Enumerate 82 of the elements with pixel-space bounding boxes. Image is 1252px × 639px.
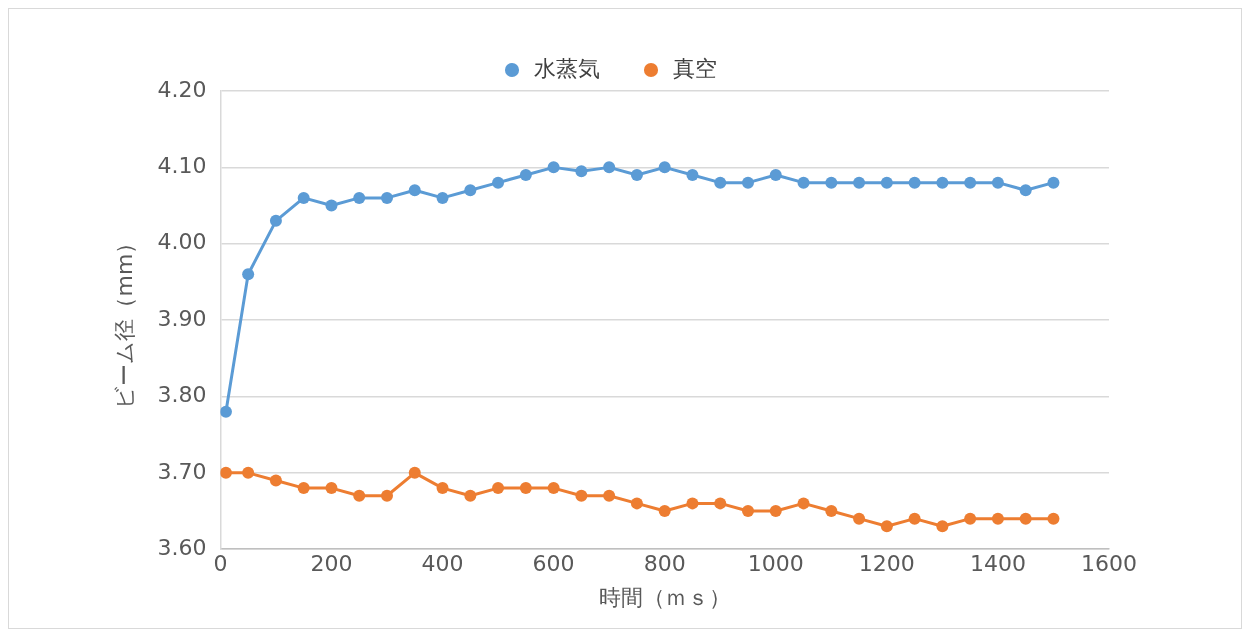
point bbox=[658, 161, 671, 174]
point bbox=[1019, 512, 1032, 525]
point bbox=[1047, 512, 1060, 525]
point bbox=[769, 505, 782, 518]
point bbox=[519, 482, 532, 495]
point bbox=[547, 161, 560, 174]
x-tick-label: 1200 bbox=[858, 551, 915, 577]
point bbox=[353, 191, 366, 204]
point bbox=[991, 176, 1004, 189]
point bbox=[742, 505, 754, 518]
point bbox=[936, 176, 949, 189]
point bbox=[353, 489, 366, 502]
y-axis-title: ビーム径（mm） bbox=[111, 231, 137, 409]
x-tick-label: 1000 bbox=[747, 551, 804, 577]
point bbox=[492, 482, 505, 495]
y-tick-label: 3.80 bbox=[157, 382, 207, 408]
point bbox=[325, 482, 338, 495]
point bbox=[908, 176, 921, 189]
point bbox=[297, 482, 310, 495]
x-tick-label: 1400 bbox=[969, 551, 1026, 577]
x-tick-label: 600 bbox=[532, 551, 575, 577]
point bbox=[825, 505, 838, 518]
point bbox=[575, 165, 588, 178]
point bbox=[1047, 176, 1060, 189]
point bbox=[492, 176, 505, 189]
legend-label: 水蒸気 bbox=[534, 55, 600, 81]
point bbox=[658, 505, 671, 518]
point bbox=[297, 191, 310, 204]
x-tick-label: 400 bbox=[421, 551, 464, 577]
point bbox=[603, 161, 616, 174]
y-tick-label: 3.60 bbox=[157, 534, 207, 560]
y-tick-label: 4.20 bbox=[157, 76, 207, 102]
x-axis-title: 時間（ｍｓ） bbox=[598, 584, 731, 610]
point bbox=[936, 520, 949, 533]
point bbox=[880, 520, 893, 533]
point bbox=[269, 214, 282, 227]
point bbox=[964, 512, 977, 525]
point bbox=[880, 176, 893, 189]
point bbox=[436, 482, 449, 495]
point bbox=[575, 489, 588, 502]
legend-label: 真空 bbox=[673, 55, 717, 81]
point bbox=[325, 199, 338, 212]
point bbox=[769, 169, 782, 181]
point bbox=[519, 169, 532, 181]
point bbox=[630, 169, 643, 181]
x-tick-label: 1600 bbox=[1081, 551, 1137, 577]
x-tick-label: 0 bbox=[213, 551, 228, 577]
point bbox=[464, 184, 477, 197]
point bbox=[242, 466, 255, 479]
point bbox=[436, 191, 449, 204]
point bbox=[853, 512, 866, 525]
y-tick-label: 3.70 bbox=[157, 458, 207, 484]
point bbox=[220, 405, 232, 418]
point bbox=[464, 489, 477, 502]
point bbox=[269, 474, 282, 487]
point bbox=[797, 497, 810, 510]
point bbox=[603, 489, 616, 502]
point bbox=[714, 176, 727, 189]
point bbox=[381, 489, 393, 502]
point bbox=[408, 184, 421, 197]
point bbox=[853, 176, 866, 189]
y-tick-label: 3.90 bbox=[157, 305, 207, 331]
point bbox=[686, 497, 699, 510]
point bbox=[381, 191, 393, 204]
point bbox=[797, 176, 810, 189]
x-tick-label: 800 bbox=[643, 551, 686, 577]
point bbox=[825, 176, 838, 189]
point bbox=[1019, 184, 1032, 197]
point bbox=[408, 466, 421, 479]
point bbox=[964, 176, 977, 189]
point bbox=[220, 466, 232, 479]
point bbox=[686, 169, 699, 181]
y-tick-label: 4.00 bbox=[157, 229, 207, 255]
point bbox=[908, 512, 921, 525]
point bbox=[742, 176, 754, 189]
point bbox=[630, 497, 643, 510]
point bbox=[547, 482, 560, 495]
point bbox=[991, 512, 1004, 525]
point bbox=[714, 497, 727, 510]
y-tick-label: 4.10 bbox=[157, 153, 207, 179]
x-tick-label: 200 bbox=[310, 551, 353, 577]
point bbox=[242, 268, 255, 281]
